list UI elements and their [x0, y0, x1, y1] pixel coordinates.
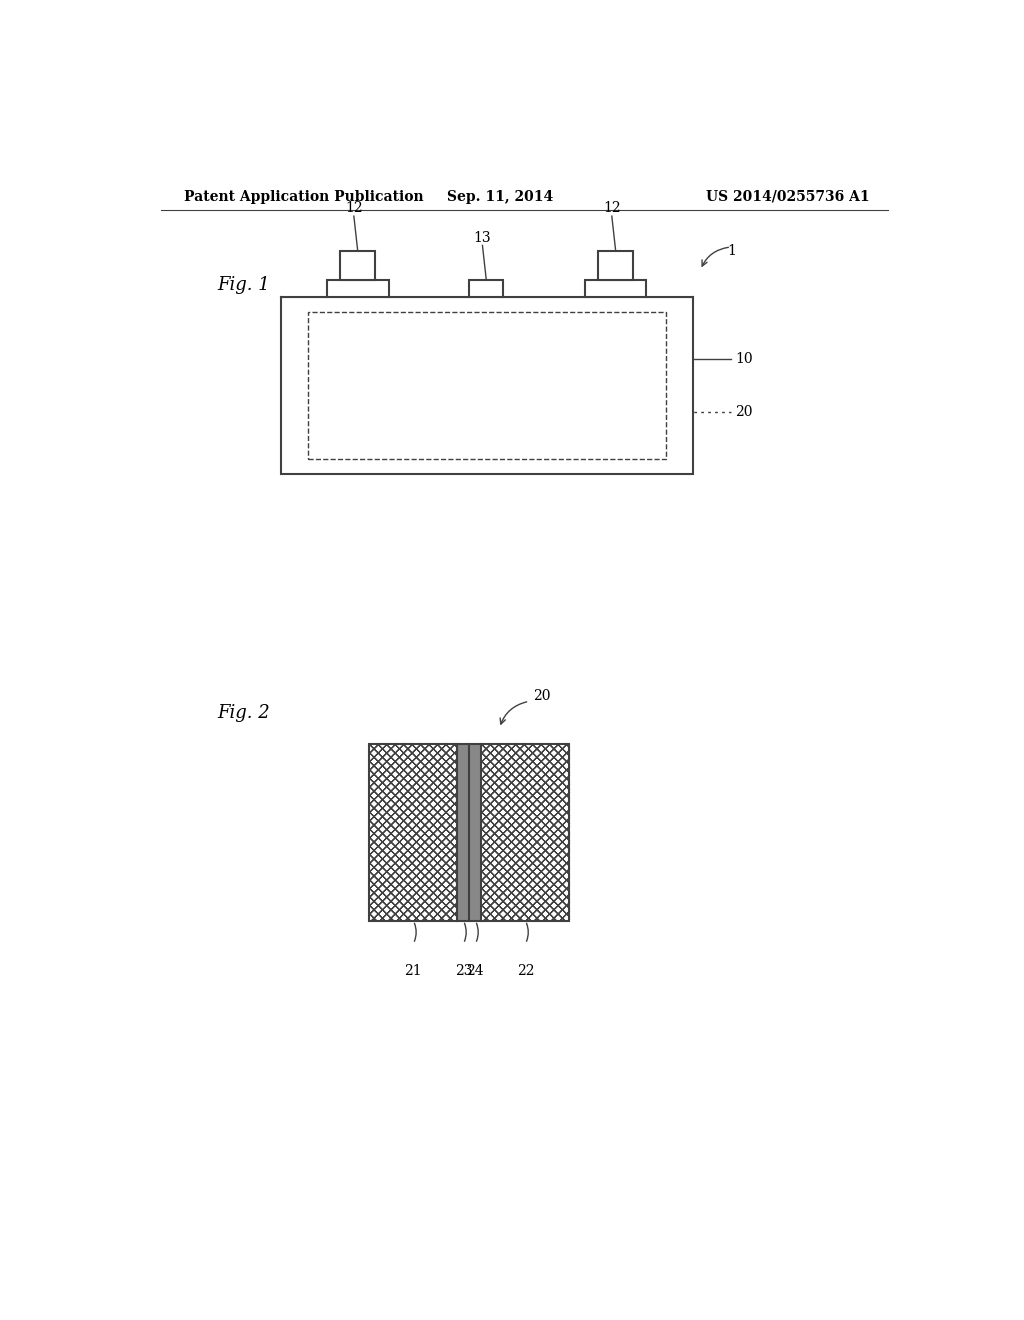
Text: 22: 22: [517, 964, 535, 978]
Text: 13: 13: [474, 231, 492, 244]
Bar: [370, 743, 569, 921]
Text: 10: 10: [735, 352, 753, 366]
Bar: [585, 280, 646, 297]
Bar: [598, 251, 633, 280]
Bar: [327, 280, 388, 297]
Bar: [458, 743, 469, 921]
Text: 20: 20: [735, 405, 753, 420]
Bar: [282, 296, 691, 298]
Text: 24: 24: [467, 964, 484, 978]
Text: 1: 1: [727, 244, 736, 257]
Bar: [481, 743, 569, 921]
Bar: [469, 280, 503, 297]
Bar: [469, 743, 481, 921]
Bar: [370, 743, 458, 921]
Bar: [340, 251, 375, 280]
Text: 23: 23: [455, 964, 472, 978]
Text: Fig. 1: Fig. 1: [217, 276, 269, 294]
Text: 12: 12: [345, 202, 362, 215]
Bar: [281, 297, 692, 474]
Text: Patent Application Publication: Patent Application Publication: [184, 190, 424, 203]
Text: US 2014/0255736 A1: US 2014/0255736 A1: [707, 190, 869, 203]
Text: 12: 12: [603, 202, 621, 215]
Bar: [307, 313, 666, 459]
Text: 21: 21: [404, 964, 422, 978]
Text: Sep. 11, 2014: Sep. 11, 2014: [447, 190, 553, 203]
Text: 20: 20: [534, 689, 551, 702]
Text: Fig. 2: Fig. 2: [217, 704, 269, 722]
